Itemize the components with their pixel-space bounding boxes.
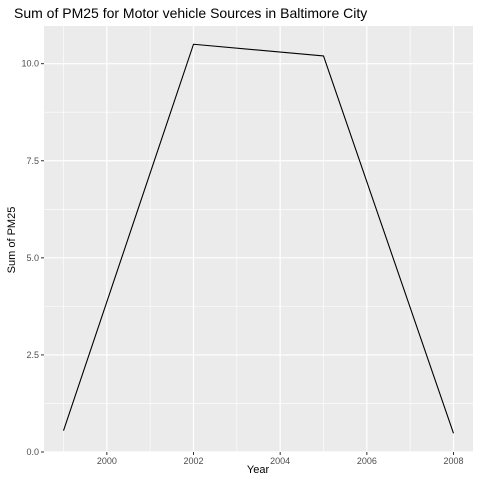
y-tick-labels: 0.0 2.5 5.0 7.5 10.0: [21, 59, 39, 457]
plot-panel: [44, 26, 473, 452]
y-axis-title: Sum of PM25: [6, 207, 18, 274]
x-tick-labels: 2000 2002 2004 2006 2008: [97, 456, 464, 466]
y-tick-label: 5.0: [26, 253, 39, 263]
chart-title: Sum of PM25 for Motor vehicle Sources in…: [14, 5, 367, 21]
x-tick-label: 2000: [97, 456, 117, 466]
series-layer: [62, 43, 455, 434]
y-tick-label: 0.0: [26, 447, 39, 457]
x-axis-title: Year: [247, 464, 270, 476]
x-tick-label: 2008: [443, 456, 463, 466]
x-tick-label: 2004: [270, 456, 290, 466]
y-tick-label: 10.0: [21, 59, 39, 69]
minor-gridlines: [44, 26, 473, 452]
y-tick-label: 2.5: [26, 350, 39, 360]
x-tick-label: 2006: [357, 456, 377, 466]
x-tick-label: 2002: [183, 456, 203, 466]
major-gridlines: [44, 26, 473, 453]
y-tick-label: 7.5: [26, 156, 39, 166]
axis-ticks: [41, 63, 454, 455]
series-line: [62, 43, 455, 434]
